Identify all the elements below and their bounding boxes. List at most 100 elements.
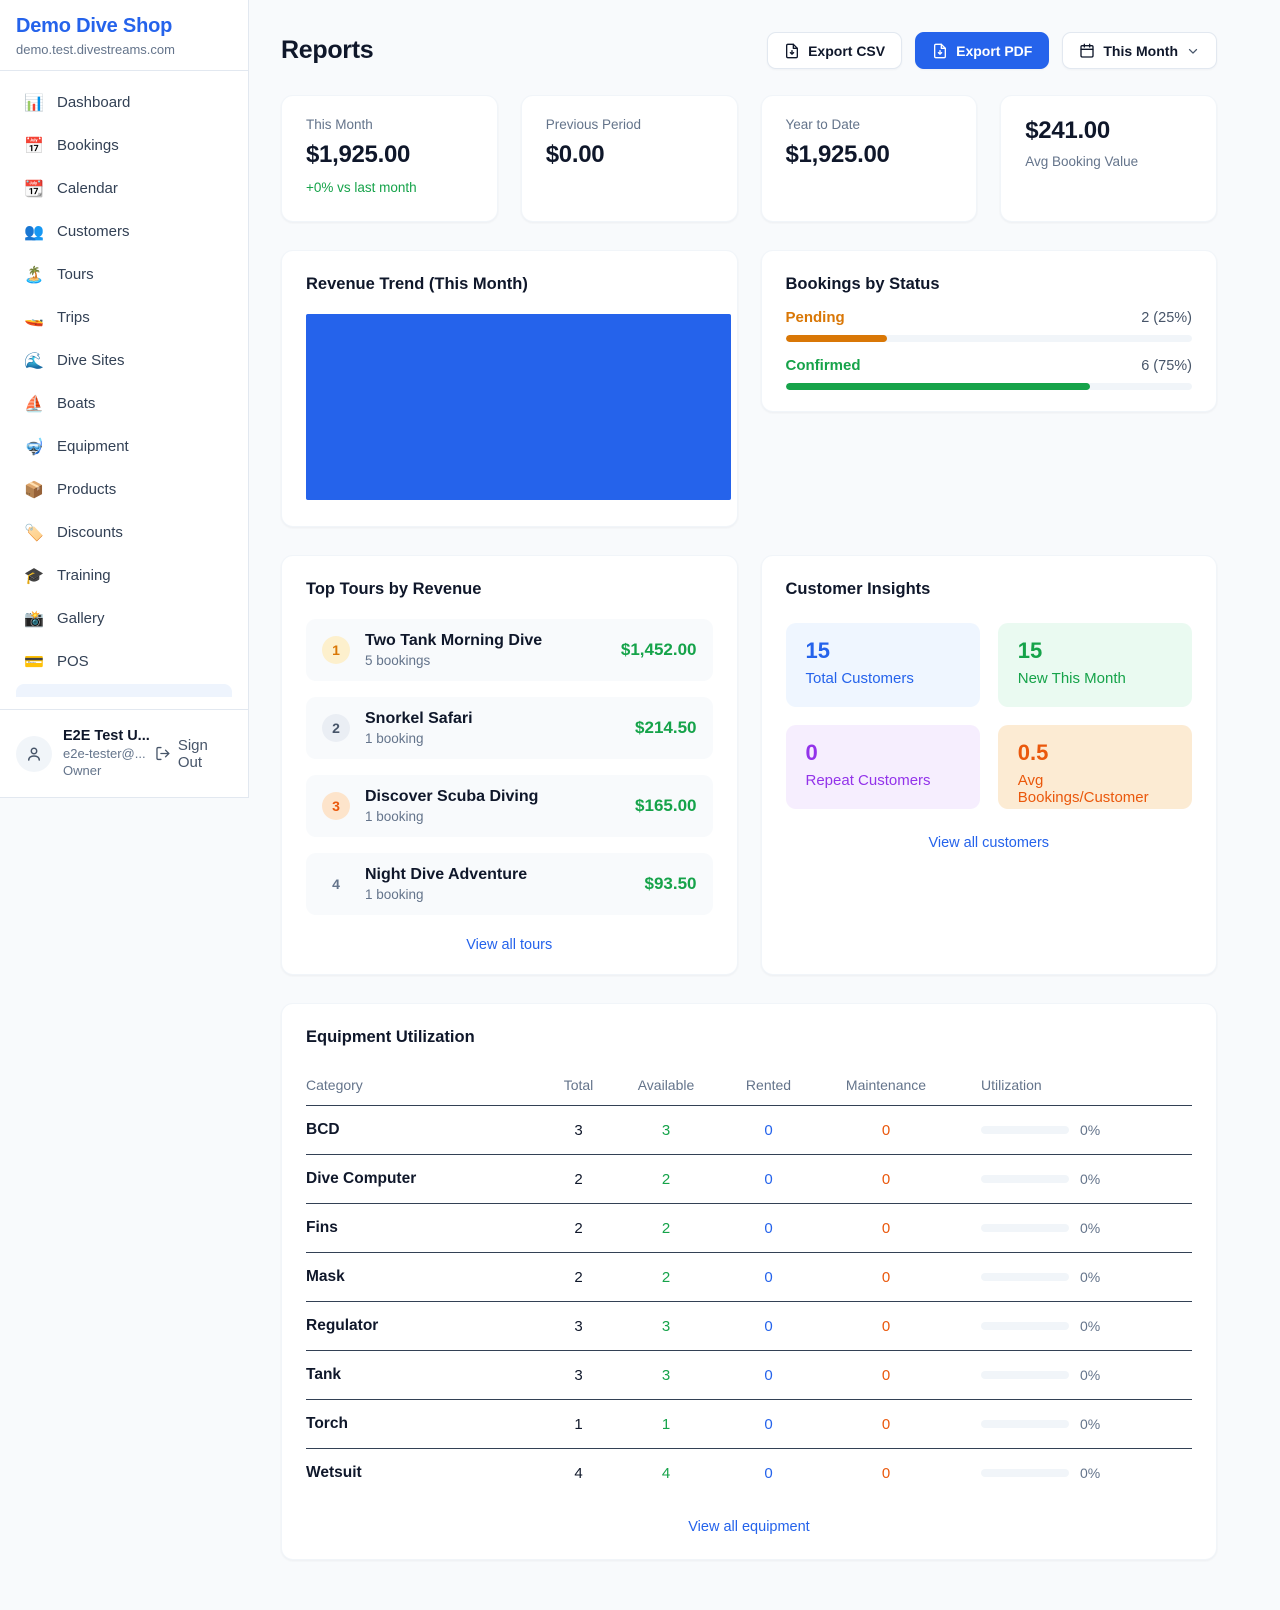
tile-avg-bookings-customer: 0.5 Avg Bookings/Customer (997, 725, 1192, 809)
sidebar-item-discounts[interactable]: 🏷️ Discounts (8, 511, 240, 554)
revenue-trend-card: Revenue Trend (This Month) (281, 250, 738, 527)
tour-name: Discover Scuba Diving (365, 788, 539, 805)
utilization-percent: 0% (1080, 1171, 1101, 1187)
export-csv-button[interactable]: Export CSV (767, 32, 903, 69)
table-row: BCD 3 3 0 0 0% (306, 1106, 1192, 1155)
tour-revenue: $214.50 (635, 718, 697, 737)
utilization-percent: 0% (1080, 1367, 1101, 1383)
cell-maintenance: 0 (881, 1464, 891, 1482)
sidebar-item-tours[interactable]: 🏝️ Tours (8, 253, 240, 296)
rank-badge: 3 (322, 792, 350, 820)
view-all-customers-link[interactable]: View all customers (928, 835, 1050, 851)
tile-value: 15 (805, 638, 830, 663)
export-pdf-button[interactable]: Export PDF (915, 32, 1050, 69)
customer-insights-title: Customer Insights (785, 580, 931, 598)
list-item: 3 Discover Scuba Diving 1 booking $165.00 (306, 775, 713, 837)
tile-new-this-month: 15 New This Month (997, 623, 1192, 707)
status-row-confirmed: Confirmed 6 (75%) (785, 357, 1192, 390)
stat-value: $1,925.00 (306, 141, 411, 168)
tile-label: Total Customers (805, 670, 914, 687)
cell-rented: 0 (764, 1415, 773, 1433)
sidebar-item-label: Boats (57, 395, 96, 412)
sidebar-item-label: Bookings (57, 137, 119, 154)
cell-utilization: 0% (981, 1416, 1100, 1432)
stat-label: This Month (306, 117, 373, 132)
equipment-utilization-title: Equipment Utilization (306, 1028, 475, 1046)
cell-maintenance: 0 (881, 1366, 891, 1384)
cell-available: 3 (661, 1366, 671, 1384)
equipment-utilization-card: Equipment Utilization Category Total Ava… (281, 1003, 1217, 1560)
sidebar-item-customers[interactable]: 👥 Customers (8, 210, 240, 253)
sailboat-icon: ⛵ (24, 395, 44, 413)
top-tours-title: Top Tours by Revenue (306, 580, 482, 598)
column-header-rented: Rented (745, 1077, 792, 1093)
sidebar-item-label: Calendar (57, 180, 118, 197)
stat-delta: +0% vs last month (306, 180, 417, 195)
sidebar-item-bookings[interactable]: 📅 Bookings (8, 124, 240, 167)
tile-label: Avg Bookings/Customer (1017, 772, 1149, 806)
stat-card-year-to-date: Year to Date $1,925.00 (760, 95, 978, 222)
stat-cards-row: This Month $1,925.00 +0% vs last month P… (281, 95, 1217, 222)
stat-card-this-month: This Month $1,925.00 +0% vs last month (281, 95, 498, 222)
utilization-bar (981, 1126, 1069, 1134)
cell-maintenance: 0 (881, 1415, 891, 1433)
header-actions: Export CSV Export PDF This Month (767, 32, 1217, 69)
utilization-bar (981, 1224, 1069, 1232)
status-label: Pending (785, 309, 845, 326)
sidebar-item-boats[interactable]: ⛵ Boats (8, 382, 240, 425)
cell-category: Dive Computer (306, 1170, 417, 1187)
list-item: 1 Two Tank Morning Dive 5 bookings $1,452… (306, 619, 713, 681)
tile-label: Repeat Customers (805, 772, 931, 789)
view-all-equipment-link[interactable]: View all equipment (688, 1519, 810, 1535)
status-progress-fill (785, 335, 888, 342)
speedboat-icon: 🚤 (24, 309, 44, 327)
insight-tiles: 15 Total Customers 15 New This Month 0 R… (785, 623, 1192, 809)
people-icon: 👥 (24, 223, 44, 241)
cell-utilization: 0% (981, 1269, 1100, 1285)
stat-label: Avg Booking Value (1025, 154, 1139, 169)
period-select[interactable]: This Month (1062, 32, 1217, 69)
sign-out-button[interactable]: Sign Out (155, 737, 232, 771)
cell-available: 1 (661, 1415, 671, 1433)
sidebar-item-label: Discounts (57, 524, 123, 541)
sidebar-item-gallery[interactable]: 📸 Gallery (8, 597, 240, 640)
sidebar-item-partial[interactable] (16, 684, 232, 697)
sidebar-item-trips[interactable]: 🚤 Trips (8, 296, 240, 339)
table-row: Regulator 3 3 0 0 0% (306, 1302, 1192, 1351)
cell-rented: 0 (764, 1464, 773, 1482)
sidebar-item-products[interactable]: 📦 Products (8, 468, 240, 511)
cell-category: BCD (306, 1121, 340, 1138)
sidebar-item-training[interactable]: 🎓 Training (8, 554, 240, 597)
user-email: e2e-tester@... (63, 746, 146, 762)
cell-category: Regulator (306, 1317, 379, 1334)
view-all-tours-link[interactable]: View all tours (466, 937, 553, 953)
sidebar-item-label: Trips (57, 309, 90, 326)
status-progress-track (785, 335, 1192, 342)
tour-revenue: $1,452.00 (620, 640, 697, 659)
table-row: Wetsuit 4 4 0 0 0% (306, 1449, 1192, 1497)
rank-badge: 2 (322, 714, 350, 742)
utilization-percent: 0% (1080, 1220, 1101, 1236)
status-progress-track (785, 383, 1192, 390)
table-row: Tank 3 3 0 0 0% (306, 1351, 1192, 1400)
cell-total: 3 (574, 1317, 583, 1335)
tile-label: New This Month (1017, 670, 1126, 687)
sidebar-item-dashboard[interactable]: 📊 Dashboard (8, 81, 240, 124)
list-item: 2 Snorkel Safari 1 booking $214.50 (306, 697, 713, 759)
sidebar-item-calendar[interactable]: 📆 Calendar (8, 167, 240, 210)
cell-rented: 0 (764, 1317, 773, 1335)
sidebar-item-pos[interactable]: 💳 POS (8, 640, 240, 683)
column-header-total: Total (563, 1077, 594, 1093)
cell-total: 4 (574, 1464, 583, 1482)
sidebar-item-label: Gallery (57, 610, 105, 627)
tile-value: 0 (805, 740, 818, 765)
tour-bookings: 1 booking (365, 731, 424, 746)
cell-total: 2 (574, 1268, 583, 1286)
brand-name: Demo Dive Shop (16, 15, 173, 37)
cell-available: 2 (661, 1268, 671, 1286)
sidebar-item-dive-sites[interactable]: 🌊 Dive Sites (8, 339, 240, 382)
cell-maintenance: 0 (881, 1317, 891, 1335)
sidebar-item-equipment[interactable]: 🤿 Equipment (8, 425, 240, 468)
rank-badge: 4 (332, 876, 340, 892)
cell-utilization: 0% (981, 1318, 1100, 1334)
